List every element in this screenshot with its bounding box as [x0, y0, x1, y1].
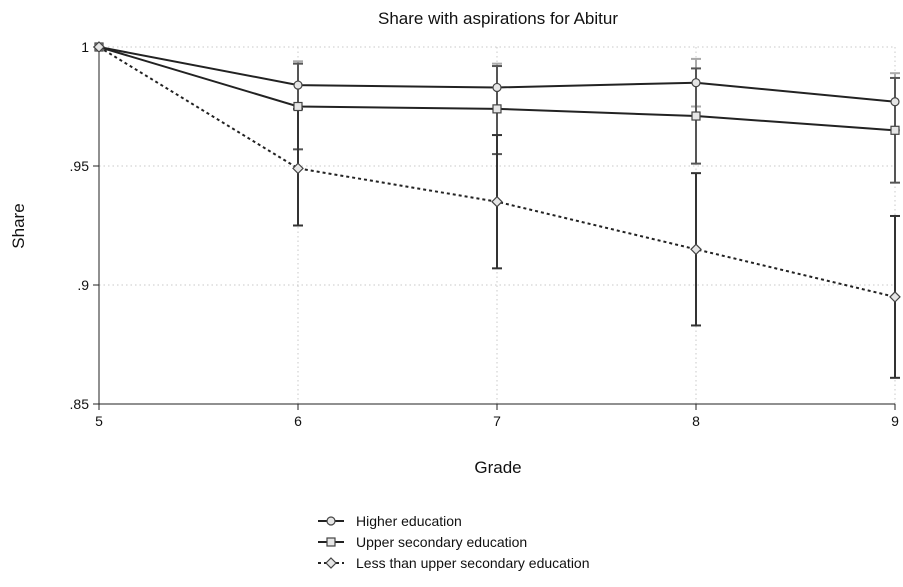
data-point — [690, 243, 702, 256]
y-axis-title: Share — [9, 203, 28, 248]
x-tick-label: 9 — [891, 413, 899, 429]
axes: .85 .9 .95 1 5 6 7 8 9 — [70, 39, 900, 429]
data-point — [691, 78, 701, 88]
data-point — [492, 82, 502, 93]
data-point — [889, 291, 901, 303]
chart-title: Share with aspirations for Abitur — [378, 9, 618, 28]
legend-label: Less than upper secondary education — [356, 555, 590, 571]
y-tick-label: .9 — [77, 277, 89, 293]
x-axis-title: Grade — [474, 458, 521, 477]
data-point — [293, 101, 303, 112]
legend-swatch-marker — [326, 537, 336, 547]
legend-item: Upper secondary education — [318, 534, 527, 550]
legend-item: Less than upper secondary education — [318, 555, 590, 571]
data-point — [93, 41, 105, 53]
legend-label: Higher education — [356, 513, 462, 529]
x-tick-label: 8 — [692, 413, 700, 429]
data-point — [691, 111, 701, 121]
y-tick-label: 1 — [81, 39, 89, 55]
data-point — [890, 125, 900, 135]
y-tick-label: .95 — [70, 158, 90, 174]
y-tick-label: .85 — [70, 396, 90, 412]
legend-swatch-marker — [326, 516, 336, 526]
data-point — [292, 162, 304, 175]
data-point — [293, 80, 303, 90]
x-tick-label: 7 — [493, 413, 501, 429]
legend-label: Upper secondary education — [356, 534, 527, 550]
data-point — [492, 104, 502, 114]
x-tick-label: 5 — [95, 413, 103, 429]
data-point — [491, 195, 503, 208]
series-markers — [93, 41, 901, 303]
legend-swatch-marker — [325, 557, 337, 569]
x-tick-label: 6 — [294, 413, 302, 429]
legend: Higher education Upper secondary educatio… — [318, 513, 590, 571]
data-point — [890, 97, 900, 107]
legend-item: Higher education — [318, 513, 462, 529]
